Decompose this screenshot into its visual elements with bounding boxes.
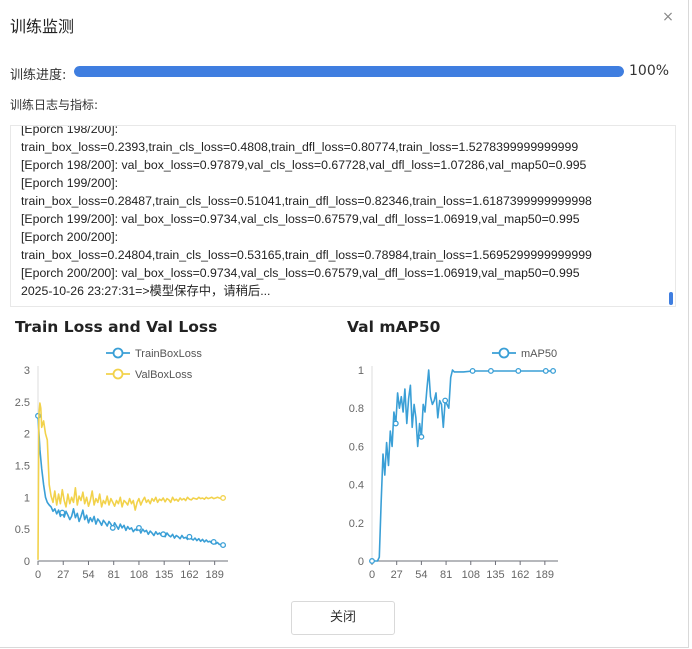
x-tick-label: 27 xyxy=(391,569,403,581)
progress-bar xyxy=(74,66,624,77)
x-tick-label: 162 xyxy=(511,569,529,581)
close-button[interactable]: 关闭 xyxy=(291,601,395,635)
chart-svg: 0 0.5 1 1.5 2 2.5 3 0 27 54 81 108 135 162 189 TrainBox… xyxy=(15,347,228,581)
data-point xyxy=(369,558,375,564)
x-tick-label: 189 xyxy=(536,569,554,581)
data-point xyxy=(210,538,217,545)
y-tick-label: 0.8 xyxy=(349,403,364,415)
x-tick-label: 54 xyxy=(415,569,427,581)
data-point xyxy=(515,368,522,374)
x-tick-label: 108 xyxy=(462,569,480,581)
log-line: [Eporch 198/200]: val_box_loss=0.97879,v… xyxy=(21,158,587,172)
progress-label: 训练进度: xyxy=(10,68,67,83)
x-tick-label: 0 xyxy=(35,569,41,581)
data-point xyxy=(442,397,449,404)
data-point xyxy=(392,420,399,427)
series-line-ValBoxLoss xyxy=(37,402,224,560)
data-point xyxy=(220,495,227,501)
y-tick-label: 2.5 xyxy=(15,397,30,409)
log-line: [Eporch 200/200]: xyxy=(21,230,119,244)
y-tick-label: 0.4 xyxy=(349,480,364,492)
chart-svg: 0 0.2 0.4 0.6 0.8 1 0 27 54 81 108 135 162 189 mAP50 xyxy=(349,347,558,581)
series-line-TrainBoxLoss xyxy=(37,415,224,546)
x-tick-label: 81 xyxy=(440,569,452,581)
x-tick-label: 135 xyxy=(486,569,504,581)
series-line-mAP50 xyxy=(372,369,554,562)
data-point xyxy=(59,509,66,516)
x-tick-label: 81 xyxy=(108,569,120,581)
x-tick-label: 108 xyxy=(130,569,148,581)
log-line: [Eporch 200/200]: val_box_loss=0.9734,va… xyxy=(21,266,580,280)
legend-marker xyxy=(112,368,124,380)
log-scrollbar-thumb[interactable] xyxy=(669,292,673,305)
log-line: [Eporch 199/200]: xyxy=(21,176,119,190)
data-point xyxy=(418,433,425,440)
legend-label: mAP50 xyxy=(521,348,557,360)
log-label: 训练日志与指标: xyxy=(10,98,99,112)
progress-bar-fill xyxy=(74,66,624,77)
log-lines: [Eporch 198/200]: train_box_loss=0.2393,t… xyxy=(21,125,661,300)
y-tick-label: 3 xyxy=(24,365,30,377)
legend-marker xyxy=(112,347,124,359)
x-tick-label: 27 xyxy=(57,569,69,581)
y-tick-label: 1 xyxy=(358,365,364,377)
data-point xyxy=(550,368,557,374)
x-tick-label: 135 xyxy=(155,569,173,581)
y-tick-label: 0.5 xyxy=(15,524,30,536)
x-tick-label: 54 xyxy=(82,569,94,581)
data-point xyxy=(542,368,549,374)
progress-percent: 100% xyxy=(629,63,670,79)
y-tick-label: 0.2 xyxy=(349,518,364,530)
data-point xyxy=(160,531,167,538)
log-line: [Eporch 199/200]: val_box_loss=0.9734,va… xyxy=(21,212,580,226)
log-line: train_box_loss=0.28487,train_cls_loss=0.… xyxy=(21,194,592,208)
close-icon[interactable]: × xyxy=(662,9,674,25)
log-line: train_box_loss=0.2393,train_cls_loss=0.4… xyxy=(21,140,579,154)
data-point xyxy=(135,524,142,531)
data-point xyxy=(186,533,193,540)
data-point xyxy=(487,368,494,374)
legend-label: ValBoxLoss xyxy=(135,369,193,381)
log-line: [Eporch 198/200]: xyxy=(21,125,119,136)
chart-title-loss: Train Loss and Val Loss xyxy=(15,318,218,336)
x-tick-label: 162 xyxy=(180,569,198,581)
y-tick-label: 0 xyxy=(358,556,364,568)
legend-marker xyxy=(498,347,510,359)
data-point xyxy=(469,368,476,374)
loss-chart: 0 0.5 1 1.5 2 2.5 3 0 27 54 81 108 135 162 189 TrainBox… xyxy=(0,340,240,585)
y-tick-label: 1 xyxy=(24,492,30,504)
legend-label: TrainBoxLoss xyxy=(135,348,202,360)
data-point xyxy=(109,524,116,531)
y-tick-label: 0 xyxy=(24,556,30,568)
log-line: 2025-10-26 23:27:31=>模型保存中，请稍后... xyxy=(21,284,271,298)
y-tick-label: 1.5 xyxy=(15,461,30,473)
x-tick-label: 189 xyxy=(205,569,223,581)
map-chart: 0 0.2 0.4 0.6 0.8 1 0 27 54 81 108 135 162 189 mAP50 xyxy=(330,340,570,585)
y-tick-label: 0.6 xyxy=(349,441,364,453)
data-point xyxy=(220,542,227,549)
chart-title-map: Val mAP50 xyxy=(347,318,441,336)
dialog-title: 训练监测 xyxy=(10,17,75,36)
y-tick-label: 2 xyxy=(24,429,30,441)
training-log[interactable]: [Eporch 198/200]: train_box_loss=0.2393,t… xyxy=(10,125,676,307)
x-tick-label: 0 xyxy=(369,569,375,581)
log-line: train_box_loss=0.24804,train_cls_loss=0.… xyxy=(21,248,592,262)
